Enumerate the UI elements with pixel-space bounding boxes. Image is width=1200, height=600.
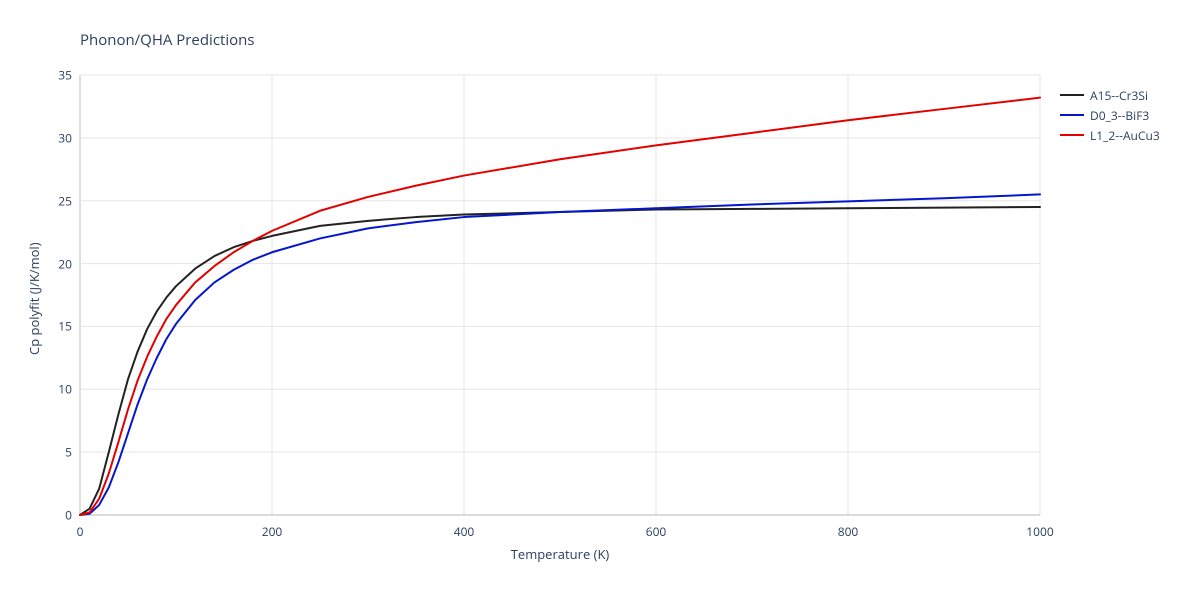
y-tick-label: 15 <box>58 318 72 335</box>
legend: A15--Cr3Si D0_3--BiF3 L1_2--AuCu3 <box>1060 85 1160 145</box>
series-line[interactable] <box>80 207 1040 515</box>
x-axis-label: Temperature (K) <box>500 545 620 563</box>
legend-swatch <box>1060 94 1084 96</box>
legend-swatch <box>1060 114 1084 116</box>
legend-label: L1_2--AuCu3 <box>1090 127 1160 144</box>
legend-label: A15--Cr3Si <box>1090 87 1148 104</box>
x-tick-label: 800 <box>838 523 859 540</box>
legend-item[interactable]: A15--Cr3Si <box>1060 85 1160 105</box>
legend-item[interactable]: D0_3--BiF3 <box>1060 105 1160 125</box>
y-tick-label: 0 <box>65 507 72 524</box>
y-tick-label: 25 <box>58 192 72 209</box>
legend-swatch <box>1060 134 1084 136</box>
legend-label: D0_3--BiF3 <box>1090 107 1149 124</box>
series-line[interactable] <box>80 194 1040 515</box>
x-tick-label: 0 <box>77 523 84 540</box>
chart-title: Phonon/QHA Predictions <box>80 30 255 50</box>
x-tick-label: 400 <box>454 523 475 540</box>
chart-container: Phonon/QHA Predictions Cp polyfit (J/K/m… <box>0 0 1200 600</box>
y-tick-label: 10 <box>58 381 72 398</box>
y-tick-label: 20 <box>58 255 72 272</box>
y-axis-label: Cp polyfit (J/K/mol) <box>25 242 43 355</box>
legend-item[interactable]: L1_2--AuCu3 <box>1060 125 1160 145</box>
x-tick-label: 200 <box>262 523 283 540</box>
y-tick-label: 35 <box>58 67 72 84</box>
y-tick-label: 30 <box>58 129 72 146</box>
x-tick-label: 600 <box>646 523 667 540</box>
plot-area[interactable] <box>80 75 1040 515</box>
x-tick-label: 1000 <box>1026 523 1053 540</box>
y-tick-label: 5 <box>65 444 72 461</box>
